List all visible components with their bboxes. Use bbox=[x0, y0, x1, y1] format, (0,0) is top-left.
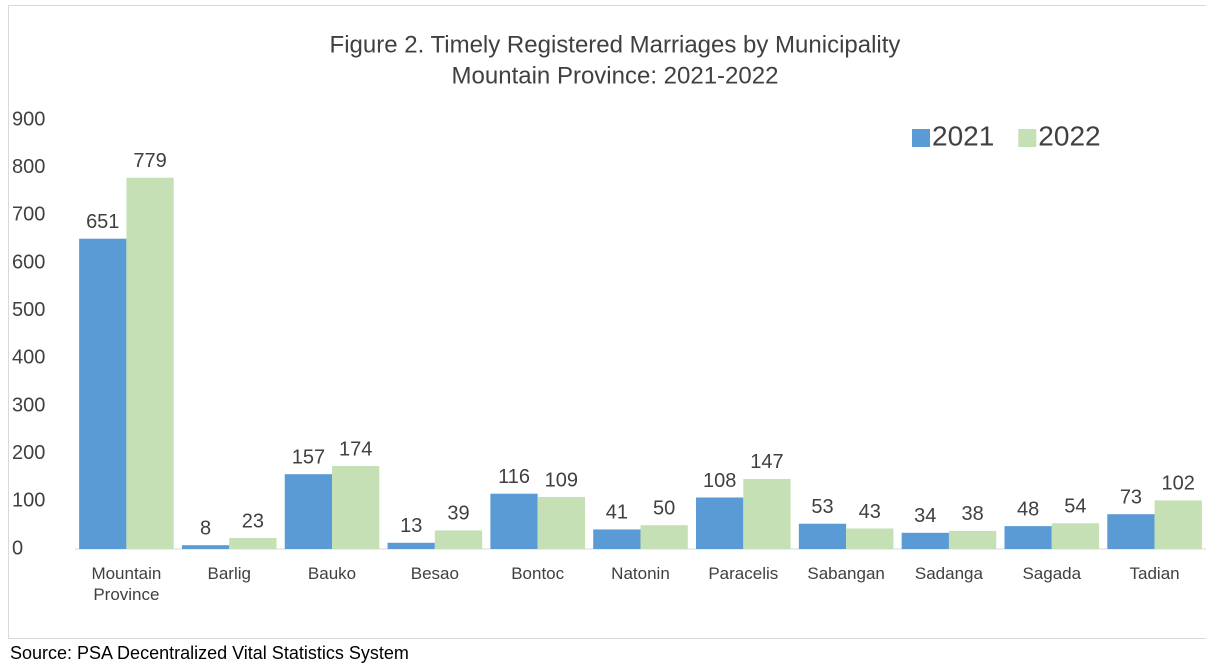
data-label: 102 bbox=[1162, 473, 1195, 495]
data-label: 54 bbox=[1064, 496, 1086, 518]
legend-label: 2021 bbox=[932, 120, 994, 151]
bar bbox=[229, 538, 277, 549]
data-label: 34 bbox=[914, 505, 936, 527]
source-note: Source: PSA Decentralized Vital Statisti… bbox=[10, 643, 409, 663]
y-tick-label: 300 bbox=[12, 394, 45, 416]
x-tick-label: Tadian bbox=[1129, 564, 1180, 583]
data-label: 109 bbox=[545, 469, 578, 491]
x-tick-label: Natonin bbox=[611, 564, 670, 583]
data-label: 48 bbox=[1017, 498, 1039, 520]
data-label: 43 bbox=[859, 501, 881, 523]
legend-swatch bbox=[912, 129, 930, 147]
data-label: 147 bbox=[750, 451, 783, 473]
bar bbox=[743, 478, 791, 549]
x-tick-label: Mountain Province bbox=[91, 564, 162, 604]
bar bbox=[798, 523, 847, 549]
data-label: 174 bbox=[339, 438, 372, 460]
bar bbox=[901, 532, 949, 549]
data-label: 779 bbox=[133, 150, 166, 172]
y-tick-label: 100 bbox=[12, 490, 45, 512]
bar bbox=[593, 529, 641, 549]
data-label: 41 bbox=[606, 502, 628, 524]
chart-title: Figure 2. Timely Registered Marriages by… bbox=[330, 31, 901, 58]
bar bbox=[1051, 523, 1100, 549]
x-tick-label: Sadanga bbox=[914, 564, 983, 583]
x-tick-label: Besao bbox=[410, 564, 459, 583]
y-tick-label: 400 bbox=[12, 347, 45, 369]
bar bbox=[696, 497, 744, 549]
x-tick-label: Sabangan bbox=[807, 564, 885, 583]
y-tick-label: 800 bbox=[12, 156, 45, 178]
bar bbox=[181, 545, 230, 549]
bar bbox=[846, 528, 894, 549]
y-tick-label: 200 bbox=[12, 442, 45, 464]
data-label: 23 bbox=[242, 510, 264, 532]
x-tick-label: Bauko bbox=[307, 564, 357, 583]
x-tick-label: Barlig bbox=[207, 564, 251, 583]
bar bbox=[490, 493, 538, 549]
x-tick-label: Sagada bbox=[1022, 564, 1082, 583]
bar bbox=[948, 530, 997, 549]
legend-label: 2022 bbox=[1038, 120, 1100, 151]
bar bbox=[284, 474, 333, 549]
bar bbox=[640, 525, 688, 549]
data-label: 157 bbox=[292, 446, 325, 468]
data-label: 53 bbox=[811, 496, 833, 518]
bar bbox=[1107, 514, 1155, 549]
data-label: 38 bbox=[961, 503, 983, 525]
data-label: 73 bbox=[1120, 486, 1142, 508]
chart-frame bbox=[8, 5, 1206, 639]
data-label: 116 bbox=[498, 466, 530, 488]
y-tick-label: 900 bbox=[12, 108, 45, 130]
bar bbox=[332, 466, 380, 549]
bar bbox=[1154, 500, 1202, 549]
bar bbox=[434, 530, 483, 549]
x-tick-label: Bontoc bbox=[511, 564, 565, 583]
data-label: 39 bbox=[447, 503, 469, 525]
y-tick-label: 600 bbox=[12, 251, 45, 273]
data-label: 50 bbox=[653, 497, 675, 519]
bar bbox=[79, 238, 127, 549]
data-label: 651 bbox=[86, 211, 119, 233]
x-tick-label: Paracelis bbox=[708, 564, 779, 583]
y-tick-label: 0 bbox=[12, 537, 23, 559]
data-label: 8 bbox=[200, 517, 211, 539]
data-label: 13 bbox=[400, 515, 422, 537]
legend-swatch bbox=[1018, 129, 1037, 147]
y-tick-label: 700 bbox=[12, 204, 45, 226]
y-tick-label: 500 bbox=[12, 299, 45, 321]
bar bbox=[1004, 526, 1052, 549]
chart-subtitle: Mountain Province: 2021-2022 bbox=[452, 62, 779, 89]
bar bbox=[537, 497, 585, 549]
data-label: 108 bbox=[703, 470, 736, 492]
bar bbox=[126, 177, 174, 549]
bar bbox=[387, 542, 435, 549]
